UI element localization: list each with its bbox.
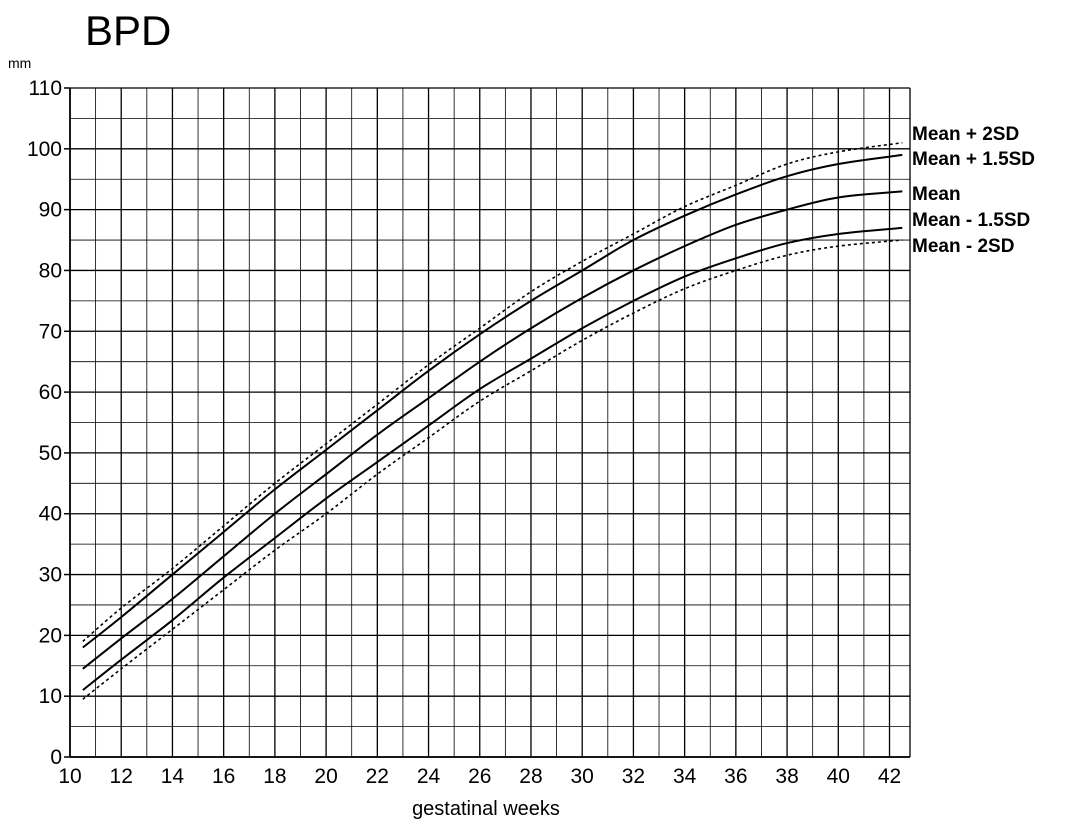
series-line [82,153,903,649]
series-label: Mean - 2SD [912,236,1014,257]
x-tick-label: 30 [571,765,594,788]
series-lines [82,141,903,700]
x-tick-label: 28 [519,765,542,788]
x-tick-label: 26 [468,765,491,788]
series-label: Mean [912,184,961,205]
series-line [82,226,903,691]
y-tick-label: 30 [39,564,62,587]
y-axis-unit-label: mm [8,55,31,71]
y-tick-label: 0 [50,746,62,769]
x-tick-label: 32 [622,765,645,788]
x-tick-label: 10 [58,765,81,788]
x-tick-label: 38 [775,765,798,788]
axes [64,87,911,758]
y-tick-label: 90 [39,199,62,222]
minor-grid [70,88,910,757]
y-tick-label: 20 [39,624,62,647]
major-grid [70,87,910,758]
x-tick-label: 34 [673,765,697,788]
x-tick-labels: 10 12 14 16 18 20 22 24 26 28 30 32 34 36 38 40 42 [58,765,901,788]
x-tick-label: 40 [827,765,850,788]
y-tick-label: 110 [29,77,62,100]
series-line [82,141,903,643]
y-tick-label: 100 [27,138,62,161]
x-tick-label: 12 [110,765,133,788]
series-label: Mean + 1.5SD [912,149,1035,170]
series-label: Mean - 1.5SD [912,210,1030,231]
x-tick-label: 18 [263,765,286,788]
series-line [82,239,903,700]
series-labels: Mean + 2SD Mean + 1.5SD Mean Mean - 1.5SD Me… [912,124,1035,257]
x-axis-label: gestatinal weeks [412,798,560,820]
x-tick-label: 36 [724,765,747,788]
x-tick-label: 42 [878,765,901,788]
y-tick-label: 10 [39,685,62,708]
y-tick-label: 50 [39,442,62,465]
series-line [82,190,903,670]
series-label: Mean + 2SD [912,124,1019,145]
chart-title: BPD [85,7,171,54]
x-tick-label: 24 [417,765,441,788]
x-tick-label: 16 [212,765,235,788]
x-tick-label: 14 [161,765,185,788]
y-tick-label: 60 [39,381,62,404]
y-tick-label: 40 [39,503,62,526]
x-tick-label: 22 [366,765,389,788]
x-tick-label: 20 [314,765,337,788]
y-tick-label: 70 [39,320,62,343]
y-tick-label: 80 [39,259,62,282]
y-tick-labels: 0 10 20 30 40 50 60 70 80 90 100 110 [27,77,62,769]
